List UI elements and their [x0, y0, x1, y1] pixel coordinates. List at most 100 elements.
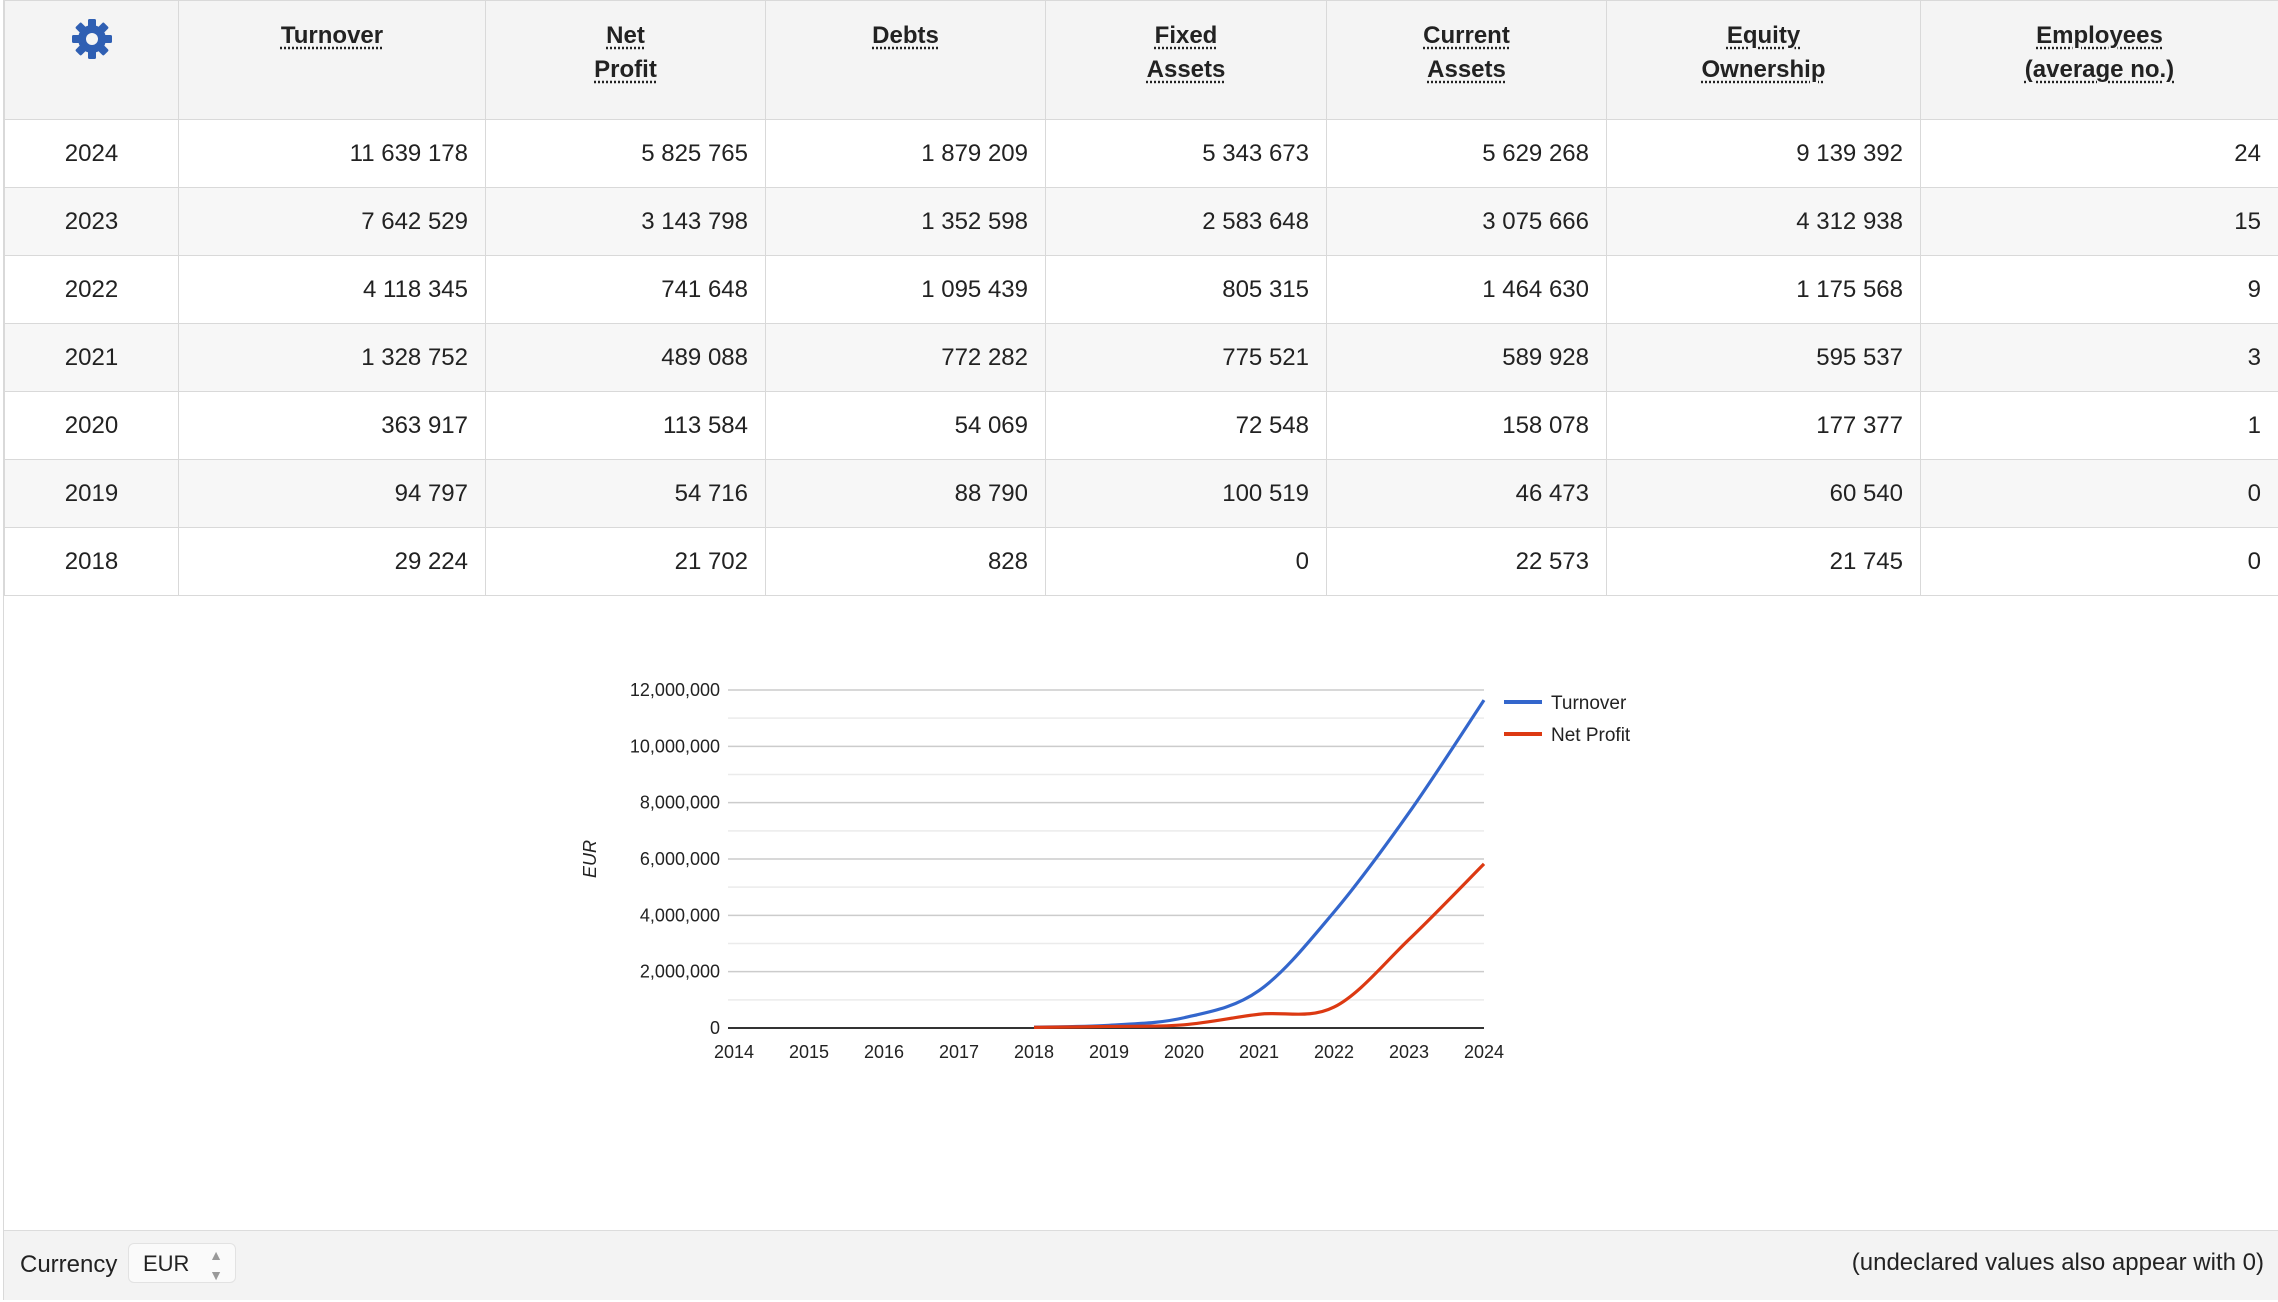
table-row: 2020 363 917 113 584 54 069 72 548 158 078 177…: [4, 391, 2278, 460]
column-header-employees: Employees (average no.): [1920, 0, 2278, 120]
year-cell: 2023: [4, 187, 179, 256]
undeclared-note: (undeclared values also appear with 0): [1851, 1249, 2264, 1276]
y-tick-label: 10,000,000: [630, 736, 720, 756]
currency-label: Currency: [20, 1251, 118, 1278]
gear-icon[interactable]: [70, 17, 114, 61]
value-cell: 21 745: [1606, 527, 1921, 596]
column-header-equity-ownership: Equity Ownership: [1606, 0, 1921, 120]
year-cell: 2019: [4, 459, 179, 528]
column-header-fixed-assets: Fixed Assets: [1045, 0, 1327, 120]
line-chart: 0 2,000,000 4,000,000 6,000,000 8,000,000 10,…: [580, 680, 1631, 1062]
column-header-label[interactable]: Employees (average no.): [2024, 22, 2175, 83]
x-tick-label: 2023: [1389, 1042, 1429, 1062]
column-header-label[interactable]: Net Profit: [594, 22, 657, 83]
value-cell: 9 139 392: [1606, 119, 1921, 188]
column-header-label[interactable]: Current Assets: [1423, 22, 1510, 83]
value-cell: 94 797: [178, 459, 486, 528]
value-cell: 363 917: [178, 391, 486, 460]
value-cell: 100 519: [1045, 459, 1327, 528]
y-tick-label: 2,000,000: [640, 962, 720, 982]
value-cell: 5 343 673: [1045, 119, 1327, 188]
year-cell: 2024: [4, 119, 179, 188]
value-cell: 3 075 666: [1326, 187, 1607, 256]
y-tick-label: 12,000,000: [630, 680, 720, 700]
footer-bar: Currency EUR ▲ ▼ (undeclared values also …: [4, 1230, 2278, 1300]
value-cell: 29 224: [178, 527, 486, 596]
value-cell: 741 648: [485, 255, 766, 324]
chart-container: 0 2,000,000 4,000,000 6,000,000 8,000,000 10,…: [580, 660, 1680, 1100]
value-cell: 54 716: [485, 459, 766, 528]
x-tick-label: 2016: [864, 1042, 904, 1062]
settings-cell: [4, 0, 179, 120]
value-cell: 828: [765, 527, 1046, 596]
table-row: 2022 4 118 345 741 648 1 095 439 805 315 1 46…: [4, 255, 2278, 324]
select-arrows-icon: ▲ ▼: [209, 1247, 223, 1283]
x-tick-label: 2021: [1239, 1042, 1279, 1062]
value-cell: 1 464 630: [1326, 255, 1607, 324]
value-cell: 3 143 798: [485, 187, 766, 256]
column-header-label[interactable]: Turnover: [280, 22, 384, 49]
column-header-net-profit: Net Profit: [485, 0, 766, 120]
column-header-label[interactable]: Equity Ownership: [1701, 22, 1826, 83]
value-cell: 1 879 209: [765, 119, 1046, 188]
y-tick-label: 8,000,000: [640, 793, 720, 813]
y-tick-label: 4,000,000: [640, 905, 720, 925]
financial-table: Turnover Net Profit Debts Fixed Assets Curre…: [4, 0, 2278, 596]
value-cell: 0: [1920, 527, 2278, 596]
value-cell: 60 540: [1606, 459, 1921, 528]
y-tick-label: 0: [710, 1018, 720, 1038]
currency-select[interactable]: EUR ▲ ▼: [128, 1243, 236, 1283]
value-cell: 1 175 568: [1606, 255, 1921, 324]
value-cell: 158 078: [1326, 391, 1607, 460]
x-tick-label: 2014: [714, 1042, 754, 1062]
column-header-debts: Debts: [765, 0, 1046, 120]
series-line-net-profit: [1033, 862, 1486, 1029]
value-cell: 1 095 439: [765, 255, 1046, 324]
column-header-label[interactable]: Debts: [872, 22, 939, 49]
column-header-current-assets: Current Assets: [1326, 0, 1607, 120]
value-cell: 805 315: [1045, 255, 1327, 324]
value-cell: 5 825 765: [485, 119, 766, 188]
table-header-row: Turnover Net Profit Debts Fixed Assets Curre…: [4, 0, 2278, 120]
value-cell: 595 537: [1606, 323, 1921, 392]
value-cell: 54 069: [765, 391, 1046, 460]
table-row: 2023 7 642 529 3 143 798 1 352 598 2 583 648…: [4, 187, 2278, 256]
value-cell: 489 088: [485, 323, 766, 392]
table-row: 2018 29 224 21 702 828 0 22 573 21 745 0: [4, 527, 2278, 596]
value-cell: 9: [1920, 255, 2278, 324]
x-tick-label: 2015: [789, 1042, 829, 1062]
value-cell: 88 790: [765, 459, 1046, 528]
year-cell: 2018: [4, 527, 179, 596]
x-tick-label: 2017: [939, 1042, 979, 1062]
value-cell: 5 629 268: [1326, 119, 1607, 188]
column-header-label[interactable]: Fixed Assets: [1146, 22, 1226, 83]
value-cell: 24: [1920, 119, 2278, 188]
value-cell: 589 928: [1326, 323, 1607, 392]
series-line-turnover: [1033, 699, 1486, 1029]
value-cell: 1: [1920, 391, 2278, 460]
year-cell: 2020: [4, 391, 179, 460]
x-tick-label: 2018: [1014, 1042, 1054, 1062]
value-cell: 1 328 752: [178, 323, 486, 392]
value-cell: 113 584: [485, 391, 766, 460]
year-cell: 2021: [4, 323, 179, 392]
value-cell: 1 352 598: [765, 187, 1046, 256]
x-tick-label: 2019: [1089, 1042, 1129, 1062]
value-cell: 15: [1920, 187, 2278, 256]
y-axis-label: EUR: [580, 840, 600, 878]
value-cell: 46 473: [1326, 459, 1607, 528]
x-tick-label: 2020: [1164, 1042, 1204, 1062]
legend-label: Net Profit: [1551, 725, 1631, 746]
value-cell: 3: [1920, 323, 2278, 392]
value-cell: 11 639 178: [178, 119, 486, 188]
table-row: 2019 94 797 54 716 88 790 100 519 46 473 60 54…: [4, 459, 2278, 528]
value-cell: 22 573: [1326, 527, 1607, 596]
value-cell: 4 118 345: [178, 255, 486, 324]
currency-value: EUR: [143, 1251, 190, 1276]
x-tick-label: 2024: [1464, 1042, 1504, 1062]
y-tick-label: 6,000,000: [640, 849, 720, 869]
value-cell: 775 521: [1045, 323, 1327, 392]
value-cell: 0: [1045, 527, 1327, 596]
value-cell: 177 377: [1606, 391, 1921, 460]
table-body: 2024 11 639 178 5 825 765 1 879 209 5 343 67…: [4, 119, 2278, 596]
